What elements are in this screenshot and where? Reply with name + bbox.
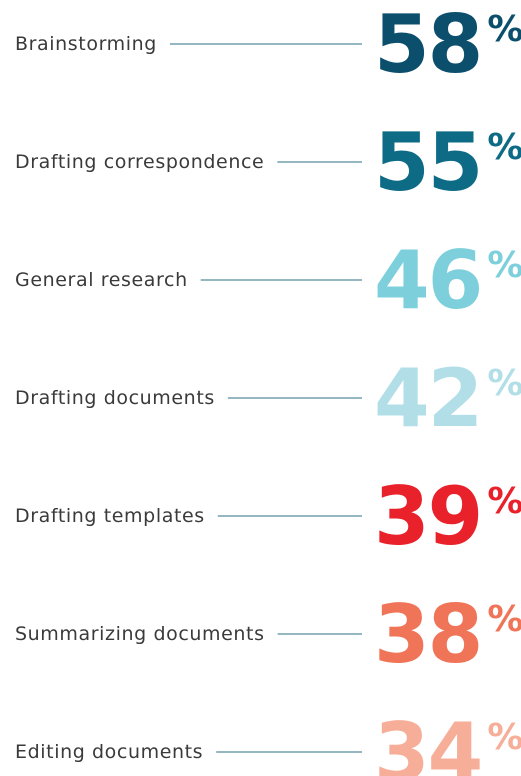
percent-sign: %	[487, 127, 521, 168]
row-label: General research	[15, 269, 188, 291]
stat-value: 46	[374, 234, 481, 327]
stat-value: 39	[374, 470, 481, 563]
row-label: Drafting correspondence	[15, 151, 264, 173]
percent-sign: %	[487, 717, 521, 758]
percent-sign: %	[487, 363, 521, 404]
row-label: Drafting templates	[15, 505, 205, 527]
stat-value: 55	[374, 116, 481, 209]
row-label: Brainstorming	[15, 33, 157, 55]
stat-value: 34	[374, 706, 481, 776]
percent-sign: %	[487, 9, 521, 50]
row-label: Drafting documents	[15, 387, 215, 409]
stat-value: 42	[374, 352, 481, 445]
percent-sign: %	[487, 245, 521, 286]
row-label: Editing documents	[15, 741, 203, 763]
stat-value: 38	[374, 588, 481, 681]
percent-sign: %	[487, 599, 521, 640]
percent-sign: %	[487, 481, 521, 522]
row-label: Summarizing documents	[15, 623, 265, 645]
stat-value: 58	[374, 0, 481, 91]
